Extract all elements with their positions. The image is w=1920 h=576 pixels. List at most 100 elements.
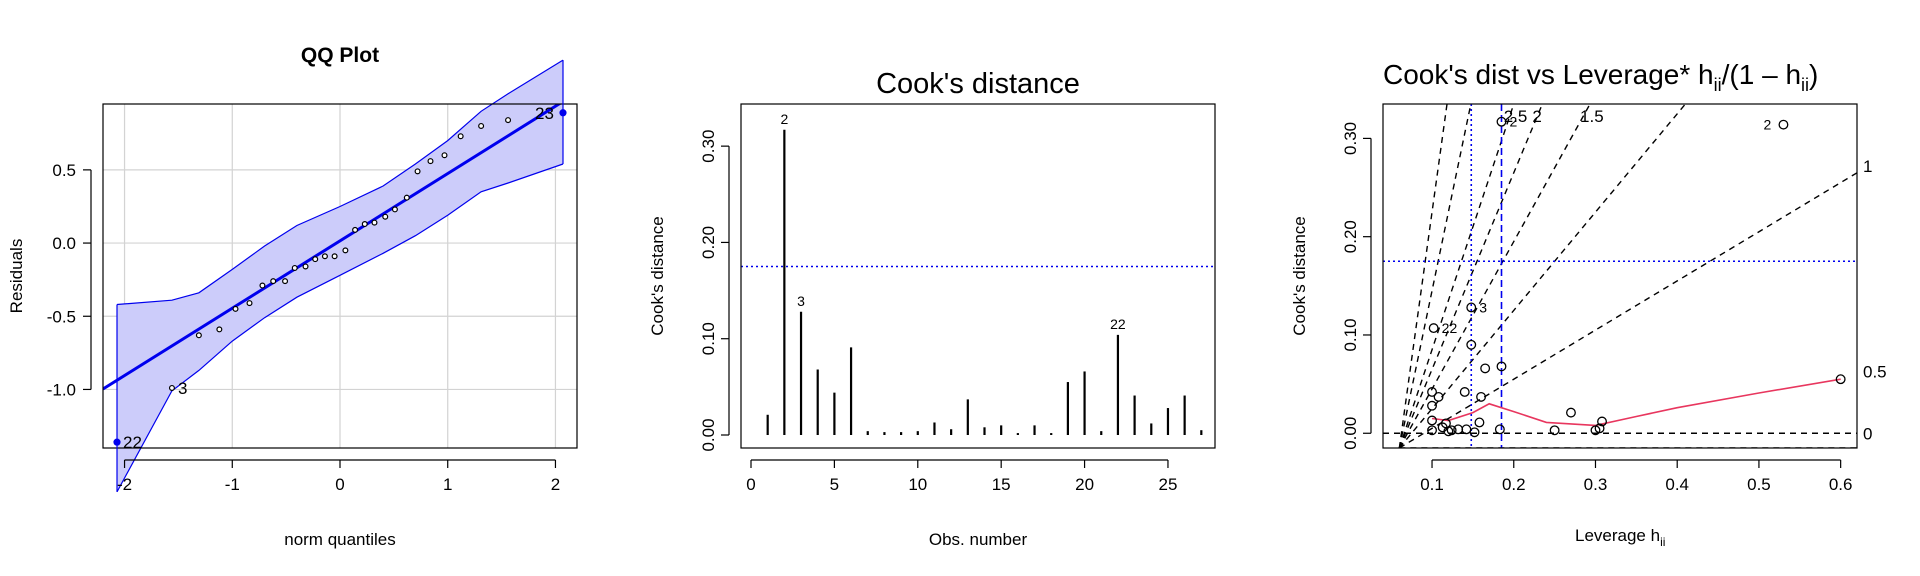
qq-band-lower-line (116, 163, 564, 493)
leverage-contour-label: 1 (1863, 157, 1872, 176)
leverage-point (1469, 427, 1480, 438)
qq-x-label: norm quantiles (284, 530, 396, 549)
qq-point (441, 152, 448, 159)
leverage-point-label: 2 (1763, 117, 1771, 133)
cooks-point-labels: 2 3 22 (780, 111, 1125, 332)
qq-point (457, 133, 464, 140)
leverage-point (1427, 425, 1437, 436)
qq-x-tick-label: -1 (225, 475, 240, 494)
leverage-contour-line (1398, 104, 1591, 448)
qq-point (259, 282, 266, 289)
qq-point (352, 226, 359, 233)
qq-y-tick-label: 0.5 (52, 161, 76, 180)
qq-point (168, 384, 175, 391)
leverage-point (1566, 407, 1576, 418)
leverage-point (1474, 417, 1485, 428)
qq-point (291, 264, 298, 271)
cooks-x-tick-label: 20 (1075, 475, 1094, 494)
leverage-point (1594, 423, 1605, 434)
leverage-x-tick-label: 0.5 (1747, 475, 1771, 494)
qq-point (478, 122, 485, 129)
qq-x-tick-label: 1 (443, 475, 452, 494)
qq-point (232, 305, 239, 312)
cooks-x-tick-label: 0 (746, 475, 755, 494)
leverage-x-tick-label: 0.2 (1502, 475, 1526, 494)
qq-confidence-band (117, 60, 563, 492)
leverage-point (1427, 387, 1437, 397)
leverage-point (1446, 425, 1457, 436)
cooks-distance-panel: 2 3 22 0 5 10 15 20 25 0.00 0.10 0.20 0.30 Cook's … (648, 68, 1216, 549)
cooks-x-label: Obs. number (929, 530, 1028, 549)
leverage-point (1466, 302, 1477, 313)
leverage-point (1496, 116, 1507, 127)
qq-point (195, 332, 202, 339)
cooks-y-axis: 0.00 0.10 0.20 0.30 (699, 130, 730, 452)
cooks-y-tick-label: 0.30 (699, 130, 718, 163)
leverage-x-tick-label: 0.3 (1584, 475, 1608, 494)
leverage-x-tick-label: 0.6 (1829, 475, 1853, 494)
qq-x-tick-label: 2 (551, 475, 560, 494)
leverage-point (1427, 400, 1437, 411)
leverage-contour-lines (1398, 104, 1857, 448)
leverage-y-tick-label: 0.00 (1341, 417, 1360, 450)
qq-x-axis: -2 -1 0 1 2 (117, 459, 560, 494)
cooks-x-tick-label: 15 (992, 475, 1011, 494)
cooks-y-tick-label: 0.20 (699, 226, 718, 259)
qq-point (331, 253, 338, 260)
qq-point (321, 253, 328, 260)
leverage-point (1427, 415, 1437, 426)
qq-point (371, 219, 378, 226)
cooks-bars (766, 129, 1203, 435)
leverage-contour-labels: 2.5 2 1.510.50 (1504, 107, 1887, 443)
qq-band-upper-line (116, 59, 564, 306)
leverage-point (1466, 339, 1477, 350)
qq-point (391, 206, 398, 213)
qq-y-label: Residuals (7, 239, 26, 314)
leverage-point (1461, 424, 1472, 435)
leverage-x-tick-label: 0.4 (1665, 475, 1689, 494)
cooks-plot-frame (740, 103, 1216, 449)
leverage-point (1480, 363, 1491, 374)
cooks-x-tick-label: 25 (1159, 475, 1178, 494)
leverage-point-label: 22 (1442, 320, 1458, 336)
leverage-point (1433, 391, 1444, 402)
qq-point (216, 326, 223, 333)
leverage-contour-label: 2.5 (1504, 107, 1528, 126)
cooks-point-label: 3 (797, 293, 805, 309)
qq-point (427, 158, 434, 165)
leverage-contour-label: 0.5 (1863, 362, 1887, 381)
qq-point (505, 117, 512, 124)
qq-y-axis: -1.0 -0.5 0.0 0.5 (47, 161, 92, 399)
cooks-y-tick-label: 0.00 (699, 418, 718, 451)
qq-point (246, 300, 253, 307)
qq-point (312, 256, 319, 263)
leverage-contour-line (1398, 104, 1544, 448)
cooks-x-tick-label: 10 (908, 475, 927, 494)
leverage-y-label: Cook's distance (1290, 216, 1309, 335)
qq-point (270, 278, 277, 285)
leverage-contour-label: 0 (1863, 424, 1872, 443)
qq-reference-line (103, 104, 562, 391)
qq-plot-title: QQ Plot (301, 44, 379, 67)
leverage-plot-title: Cook's dist vs Leverage* hii/(1 – hii) (1383, 59, 1818, 95)
cooks-plot-title: Cook's distance (876, 68, 1080, 100)
leverage-point (1428, 323, 1439, 334)
qq-x-tick-label: 0 (335, 475, 344, 494)
leverage-plot-frame (1382, 103, 1858, 449)
qq-plot-frame (102, 103, 578, 449)
leverage-y-tick-label: 0.30 (1341, 122, 1360, 155)
leverage-point (1597, 416, 1607, 427)
cooks-y-label: Cook's distance (648, 216, 667, 335)
qq-point-label: 22 (123, 433, 142, 452)
qq-plot-panel: 22 3 23 -2 -1 0 1 2 -1.0 -0.5 0.0 0.5 QQ Plot nor… (7, 44, 578, 549)
qq-point (282, 278, 289, 285)
leverage-y-tick-label: 0.20 (1341, 220, 1360, 253)
leverage-x-axis: 0.1 0.2 0.3 0.4 0.5 0.6 (1420, 459, 1853, 494)
leverage-point (1459, 387, 1470, 397)
qq-point (403, 194, 410, 201)
leverage-x-tick-label: 0.1 (1420, 475, 1444, 494)
leverage-point (1549, 425, 1560, 436)
